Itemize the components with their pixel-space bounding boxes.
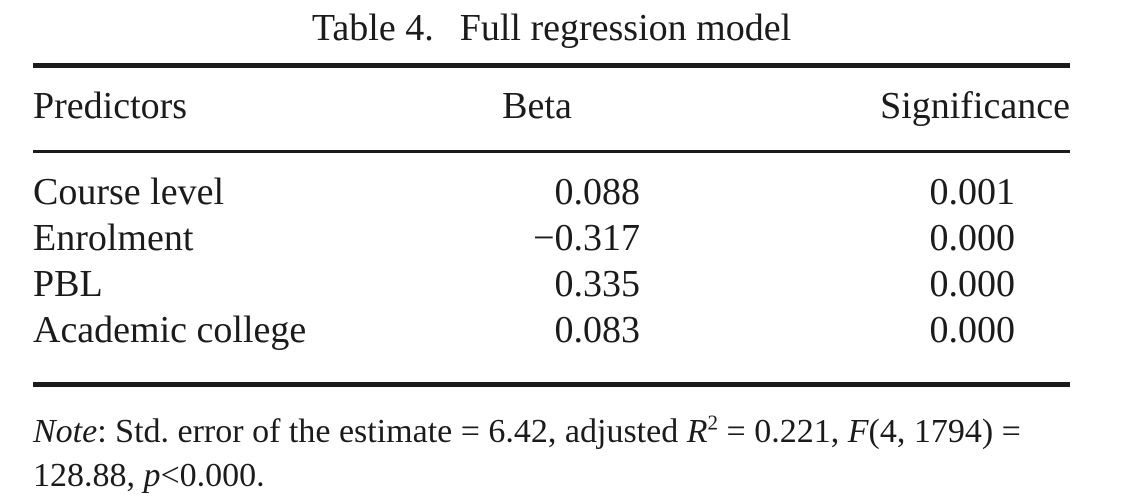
predictor-cell: Course level: [33, 171, 225, 213]
bottom-rule: [33, 382, 1070, 387]
table-row: Academic college 0.083 0.000: [33, 307, 1070, 353]
column-header-predictors: Predictors: [33, 85, 188, 127]
header-rule: [33, 150, 1070, 153]
note-symbol-p: p: [143, 457, 161, 494]
table-caption: Full regression model: [459, 7, 792, 49]
significance-cell: 0.000: [929, 309, 1016, 351]
note-symbol-f: F: [847, 413, 869, 450]
note-word-note: Note: [33, 413, 98, 450]
note-text-f-args: (4, 1794) =: [868, 413, 1021, 450]
table-header-row: Predictors Beta Significance: [33, 68, 1070, 150]
top-rule: [33, 63, 1070, 68]
table-body: Course level 0.088 0.001 Enrolment −0.31…: [33, 153, 1070, 382]
predictor-cell: PBL: [33, 263, 103, 305]
table-row: Course level 0.088 0.001: [33, 169, 1070, 215]
significance-cell: 0.000: [929, 217, 1016, 259]
column-header-beta: Beta: [502, 85, 572, 127]
table-title: Table 4. Full regression model: [33, 6, 1070, 50]
note-line-2: 128.88, p<0.000.: [33, 454, 1070, 498]
note-text-p-value: <0.000.: [160, 457, 265, 494]
predictor-cell: Enrolment: [33, 217, 194, 259]
beta-cell: −0.317: [533, 217, 640, 259]
note-symbol-r: R: [686, 413, 708, 450]
note-superscript-2: 2: [707, 410, 719, 435]
note-text-f-value: 128.88,: [33, 457, 144, 494]
regression-table-figure: Table 4. Full regression model Predictors…: [33, 6, 1070, 498]
table-row: Enrolment −0.317 0.000: [33, 215, 1070, 261]
beta-cell: 0.335: [554, 263, 641, 305]
predictor-cell: Academic college: [33, 309, 307, 351]
note-text-std-error: : Std. error of the estimate = 6.42, adj…: [97, 413, 687, 450]
table-row: PBL 0.335 0.000: [33, 261, 1070, 307]
significance-cell: 0.001: [929, 171, 1016, 213]
significance-cell: 0.000: [929, 263, 1016, 305]
note-text-r-value: = 0.221,: [718, 413, 848, 450]
table-number: Table 4.: [311, 7, 434, 49]
table-note: Note: Std. error of the estimate = 6.42,…: [33, 410, 1070, 498]
note-line-1: Note: Std. error of the estimate = 6.42,…: [33, 410, 1070, 454]
beta-cell: 0.088: [554, 171, 641, 213]
column-header-significance: Significance: [880, 85, 1070, 127]
beta-cell: 0.083: [554, 309, 641, 351]
